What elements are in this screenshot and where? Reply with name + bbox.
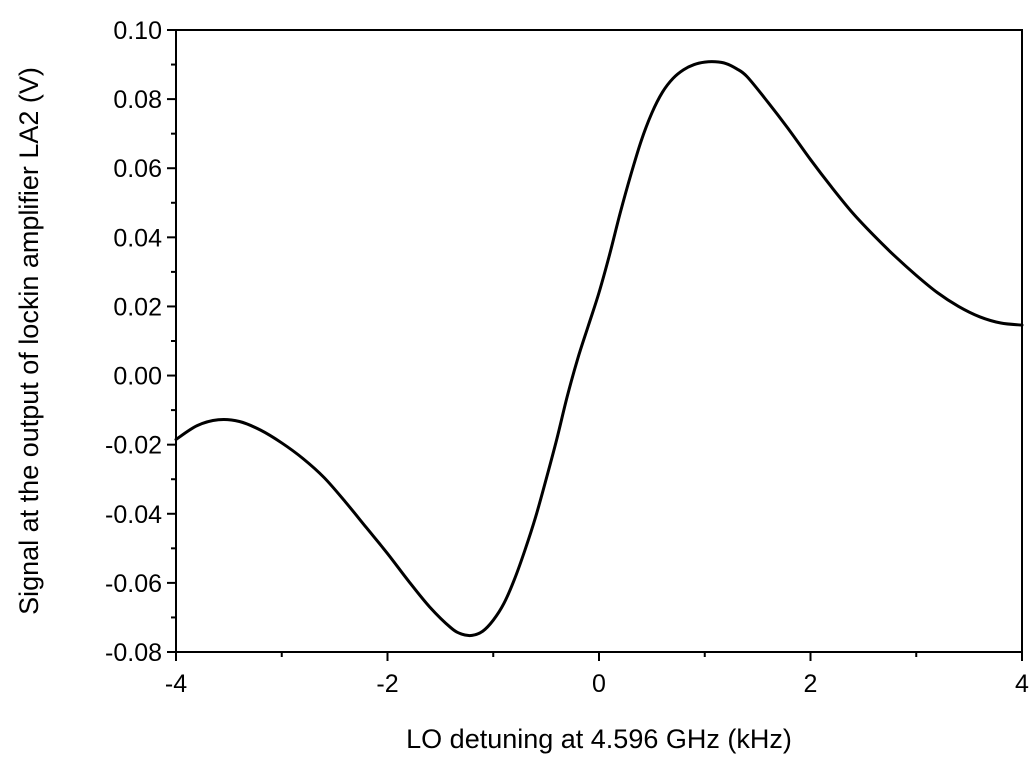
- y-tick-label: 0.10: [113, 17, 162, 45]
- plot-frame: [175, 29, 1023, 653]
- x-tick-label: 2: [804, 670, 818, 698]
- x-tick-label: 4: [1015, 670, 1029, 698]
- series-line: [174, 60, 1024, 638]
- x-axis-ticks: -4 -2 0 2 4: [165, 652, 1029, 698]
- y-tick-label: -0.06: [105, 570, 162, 598]
- y-tick-label: 0.06: [113, 155, 162, 183]
- y-tick-label: -0.08: [105, 639, 162, 667]
- y-tick-label: 0.00: [113, 363, 162, 391]
- y-tick-label: 0.08: [113, 86, 162, 114]
- x-tick-label: -4: [165, 670, 187, 698]
- y-tick-label: 0.02: [113, 293, 162, 321]
- x-tick-label: -2: [376, 670, 398, 698]
- y-tick-label: 0.04: [113, 224, 162, 252]
- y-axis-ticks: -0.08 -0.06 -0.04 -0.02 0.00 0.02 0.04 0.06 0.08…: [105, 17, 176, 667]
- y-axis-label: Signal at the output of lockin amplifier…: [14, 67, 44, 615]
- y-tick-label: -0.04: [105, 501, 162, 529]
- x-axis-label: LO detuning at 4.596 GHz (kHz): [406, 724, 792, 754]
- x-tick-label: 0: [592, 670, 606, 698]
- y-tick-label: -0.02: [105, 432, 162, 460]
